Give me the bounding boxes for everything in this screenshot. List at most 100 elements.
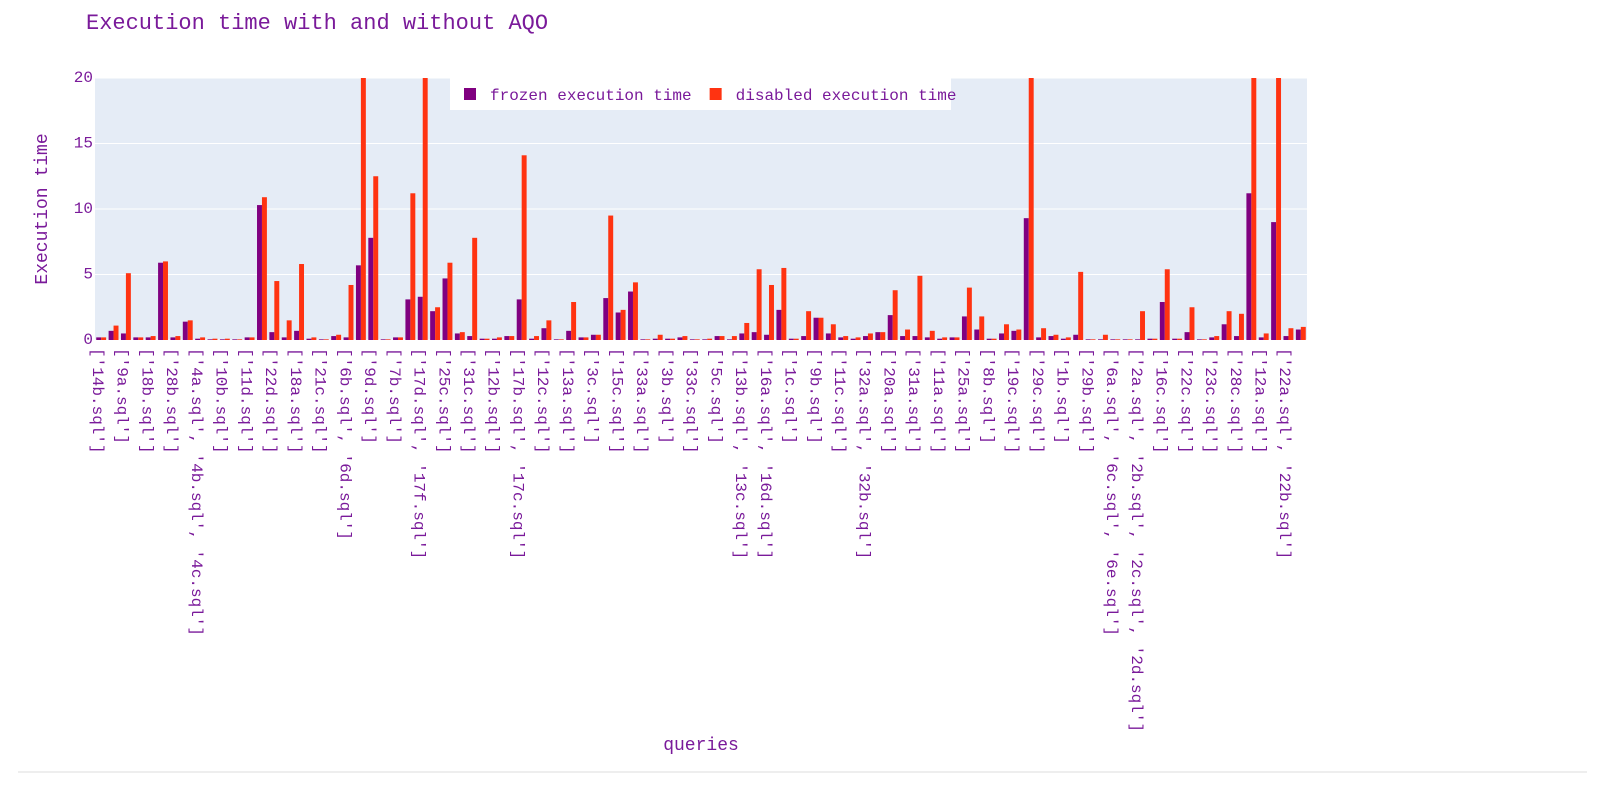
bar: [318, 339, 324, 340]
bar: [484, 338, 490, 340]
bar: [1209, 337, 1215, 340]
bar: [652, 338, 658, 340]
bar: [640, 339, 646, 340]
x-tick-label: ['7b.sql']: [385, 348, 403, 444]
bar: [323, 339, 329, 340]
bar: [850, 338, 856, 340]
bar: [1300, 326, 1306, 340]
x-tick-label: ['9d.sql']: [360, 348, 378, 444]
bar: [781, 267, 787, 340]
bar: [1189, 307, 1195, 340]
bar: [1238, 313, 1244, 340]
bar: [986, 338, 992, 340]
x-axis-title: queries: [663, 736, 739, 756]
bar: [541, 328, 547, 340]
bar: [1177, 338, 1183, 340]
bar: [867, 333, 873, 340]
bar: [813, 317, 819, 340]
bar: [583, 337, 589, 340]
bar: [954, 337, 960, 340]
y-tick-label: 20: [74, 69, 93, 87]
bar: [689, 339, 695, 340]
bar: [756, 269, 762, 340]
bar: [96, 337, 102, 340]
bar: [249, 337, 255, 340]
bar: [422, 78, 428, 340]
bar: [905, 329, 911, 340]
bar: [818, 317, 824, 340]
x-tick-label: ['16c.sql']: [1152, 348, 1170, 454]
x-tick-label: ['2a.sql', '2b.sql', '2c.sql', '2d.sql']: [1127, 348, 1145, 732]
bar: [929, 330, 935, 340]
x-tick-label: ['15c.sql']: [607, 348, 625, 454]
bar: [578, 337, 584, 340]
bar: [269, 332, 275, 340]
bar: [855, 337, 861, 340]
bar: [900, 336, 906, 340]
bar: [163, 261, 168, 340]
bar: [825, 333, 831, 340]
bar: [479, 338, 485, 340]
bar: [343, 337, 349, 340]
bar: [1263, 333, 1269, 340]
legend-box: [450, 78, 951, 110]
bar: [150, 336, 156, 340]
bar: [1251, 78, 1257, 340]
bar: [608, 215, 614, 340]
bar: [942, 337, 948, 340]
bar: [1258, 337, 1264, 340]
bar: [1152, 338, 1158, 340]
x-tick-label: ['5c.sql']: [706, 348, 724, 444]
bar: [1011, 330, 1017, 340]
bar: [133, 337, 139, 340]
bar: [1295, 329, 1301, 340]
bar: [887, 315, 893, 340]
bar: [454, 333, 460, 340]
x-tick-label: ['6a.sql', '6c.sql', '6e.sql']: [1102, 348, 1120, 636]
bar: [170, 337, 176, 340]
bar: [1085, 339, 1091, 340]
bar: [237, 339, 243, 340]
bar: [1036, 337, 1042, 340]
bar: [120, 333, 126, 340]
bar: [447, 262, 453, 340]
bar: [670, 338, 676, 340]
bar: [937, 338, 943, 340]
bar: [924, 337, 930, 340]
bar: [373, 176, 379, 340]
bar: [393, 337, 398, 340]
bar: [707, 338, 713, 340]
bar: [1214, 336, 1220, 340]
bar: [1135, 339, 1141, 340]
bar: [459, 332, 465, 340]
bar: [286, 320, 292, 340]
bar: [788, 338, 794, 340]
x-tick-label: ['8b.sql']: [978, 348, 996, 444]
bar: [1140, 311, 1145, 340]
bar: [1048, 336, 1054, 340]
bar: [1172, 338, 1178, 340]
x-tick-label: ['16a.sql', '16d.sql']: [756, 348, 774, 559]
bar: [348, 284, 354, 340]
bar: [108, 330, 114, 340]
bar: [843, 336, 849, 340]
bar: [546, 320, 552, 340]
x-tick-label: ['31a.sql']: [904, 348, 922, 454]
bar: [521, 155, 527, 340]
bar: [1226, 311, 1232, 340]
bar: [628, 291, 633, 340]
bar: [380, 339, 386, 340]
bar: [1127, 339, 1133, 340]
bar: [1004, 324, 1009, 340]
y-axis-title: Execution time: [33, 133, 53, 284]
bar: [739, 333, 745, 340]
x-tick-label: ['1c.sql']: [781, 348, 799, 444]
bar: [509, 336, 515, 340]
legend-label: frozen execution time: [490, 87, 692, 105]
bar: [1060, 338, 1066, 340]
bar: [553, 339, 559, 340]
bar: [398, 337, 403, 340]
bar: [999, 333, 1004, 340]
bar: [1053, 334, 1059, 340]
